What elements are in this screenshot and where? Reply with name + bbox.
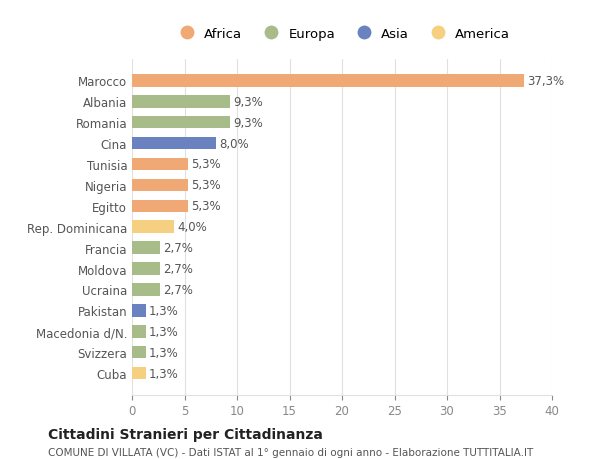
Bar: [132, 346, 146, 358]
Text: 5,3%: 5,3%: [191, 179, 220, 192]
Bar: [132, 75, 524, 87]
Bar: [132, 304, 146, 317]
Text: 2,7%: 2,7%: [163, 263, 193, 275]
Bar: [132, 367, 146, 380]
Text: 2,7%: 2,7%: [163, 283, 193, 296]
Bar: [132, 200, 188, 213]
Text: 2,7%: 2,7%: [163, 241, 193, 255]
Bar: [132, 179, 188, 192]
Text: 1,3%: 1,3%: [149, 346, 179, 359]
Bar: [132, 325, 146, 338]
Text: 1,3%: 1,3%: [149, 367, 179, 380]
Text: 9,3%: 9,3%: [233, 95, 263, 108]
Text: 37,3%: 37,3%: [527, 75, 564, 88]
Text: 9,3%: 9,3%: [233, 117, 263, 129]
Bar: [132, 138, 216, 150]
Text: 1,3%: 1,3%: [149, 325, 179, 338]
Text: 4,0%: 4,0%: [177, 221, 207, 234]
Bar: [132, 263, 160, 275]
Text: 5,3%: 5,3%: [191, 158, 220, 171]
Text: 1,3%: 1,3%: [149, 304, 179, 317]
Bar: [132, 221, 174, 234]
Text: Cittadini Stranieri per Cittadinanza: Cittadini Stranieri per Cittadinanza: [48, 427, 323, 441]
Bar: [132, 96, 230, 108]
Text: 8,0%: 8,0%: [219, 137, 249, 150]
Bar: [132, 117, 230, 129]
Legend: Africa, Europa, Asia, America: Africa, Europa, Asia, America: [169, 22, 515, 46]
Bar: [132, 284, 160, 296]
Text: 5,3%: 5,3%: [191, 200, 220, 213]
Bar: [132, 242, 160, 254]
Text: COMUNE DI VILLATA (VC) - Dati ISTAT al 1° gennaio di ogni anno - Elaborazione TU: COMUNE DI VILLATA (VC) - Dati ISTAT al 1…: [48, 447, 533, 457]
Bar: [132, 158, 188, 171]
